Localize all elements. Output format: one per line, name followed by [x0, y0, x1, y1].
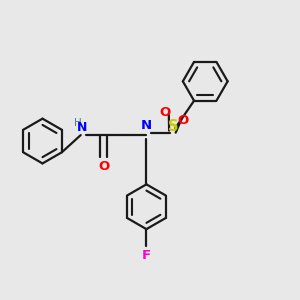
- Text: N: N: [141, 119, 152, 132]
- Text: N: N: [76, 121, 87, 134]
- Text: O: O: [98, 160, 109, 173]
- Text: O: O: [178, 114, 189, 127]
- Text: S: S: [168, 118, 178, 134]
- Text: O: O: [159, 106, 171, 119]
- Text: F: F: [142, 249, 151, 262]
- Text: H: H: [74, 118, 82, 128]
